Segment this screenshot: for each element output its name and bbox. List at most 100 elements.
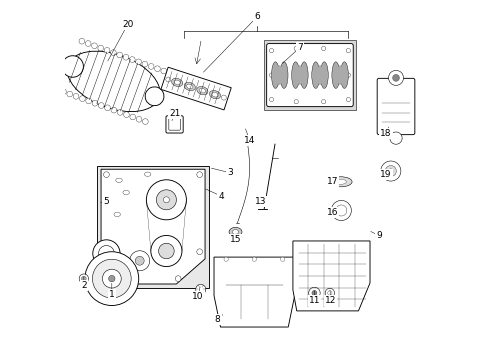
Circle shape (102, 269, 121, 288)
Circle shape (85, 98, 91, 104)
Circle shape (195, 284, 205, 294)
Circle shape (311, 291, 316, 296)
Ellipse shape (122, 190, 129, 195)
Circle shape (142, 119, 148, 125)
Circle shape (61, 89, 66, 95)
Ellipse shape (144, 172, 151, 176)
Text: 6: 6 (254, 12, 260, 21)
Text: 2: 2 (81, 281, 86, 290)
Circle shape (346, 98, 350, 102)
Ellipse shape (331, 62, 339, 89)
Text: 17: 17 (326, 177, 337, 186)
FancyBboxPatch shape (266, 44, 352, 107)
Circle shape (321, 99, 325, 104)
Circle shape (269, 98, 273, 102)
Ellipse shape (211, 93, 218, 97)
Circle shape (385, 166, 396, 176)
Circle shape (380, 161, 400, 181)
Circle shape (142, 61, 147, 67)
Circle shape (158, 243, 174, 259)
Circle shape (103, 172, 109, 177)
Ellipse shape (340, 62, 347, 89)
Circle shape (85, 252, 139, 306)
Ellipse shape (311, 62, 319, 89)
Circle shape (335, 205, 346, 216)
Ellipse shape (334, 179, 346, 184)
Circle shape (104, 48, 110, 53)
Ellipse shape (296, 65, 303, 85)
Ellipse shape (336, 65, 343, 85)
Circle shape (92, 100, 98, 106)
Text: 1: 1 (109, 290, 115, 299)
Ellipse shape (196, 86, 207, 95)
Circle shape (327, 291, 331, 295)
Circle shape (321, 46, 325, 51)
Circle shape (81, 276, 86, 281)
Text: 8: 8 (214, 315, 220, 324)
Text: 5: 5 (103, 197, 109, 206)
Text: 4: 4 (218, 192, 224, 201)
Circle shape (146, 180, 186, 220)
Text: 18: 18 (380, 129, 391, 138)
Circle shape (91, 43, 97, 49)
Circle shape (117, 52, 122, 58)
Circle shape (161, 68, 166, 74)
Circle shape (108, 275, 115, 282)
Circle shape (150, 235, 182, 266)
Ellipse shape (116, 178, 122, 183)
Polygon shape (101, 169, 204, 284)
Circle shape (280, 257, 284, 261)
Text: 20: 20 (122, 19, 133, 28)
Ellipse shape (276, 65, 283, 85)
Circle shape (269, 49, 273, 53)
Circle shape (330, 201, 351, 221)
Circle shape (73, 94, 79, 99)
Text: 15: 15 (229, 235, 241, 244)
Ellipse shape (316, 65, 323, 85)
Polygon shape (161, 67, 231, 110)
Ellipse shape (320, 62, 327, 89)
Circle shape (308, 287, 320, 299)
Circle shape (80, 96, 85, 102)
Ellipse shape (114, 212, 120, 217)
Polygon shape (214, 257, 294, 327)
FancyBboxPatch shape (376, 78, 414, 135)
Bar (97, 166, 208, 288)
Circle shape (175, 276, 181, 282)
Circle shape (154, 66, 160, 72)
Ellipse shape (291, 62, 299, 89)
Ellipse shape (174, 80, 180, 85)
Circle shape (123, 112, 129, 118)
Circle shape (135, 256, 144, 265)
Circle shape (165, 77, 170, 82)
Text: 14: 14 (244, 136, 255, 145)
Circle shape (293, 99, 298, 104)
Circle shape (392, 75, 399, 81)
Circle shape (110, 50, 116, 55)
FancyBboxPatch shape (165, 116, 183, 133)
Text: 12: 12 (324, 296, 336, 305)
Ellipse shape (171, 78, 183, 86)
Circle shape (196, 249, 202, 255)
Circle shape (325, 288, 334, 298)
Text: 13: 13 (254, 197, 266, 206)
Ellipse shape (186, 84, 193, 89)
Ellipse shape (62, 56, 83, 77)
Circle shape (79, 274, 88, 283)
Circle shape (269, 73, 273, 77)
Ellipse shape (67, 51, 160, 112)
Circle shape (135, 59, 141, 65)
Ellipse shape (199, 88, 205, 93)
Circle shape (346, 73, 350, 77)
Circle shape (221, 95, 226, 100)
Circle shape (85, 41, 91, 46)
Circle shape (224, 257, 228, 261)
Ellipse shape (228, 227, 242, 237)
Circle shape (123, 276, 129, 282)
Circle shape (98, 103, 104, 108)
Circle shape (389, 132, 401, 144)
Circle shape (136, 116, 142, 122)
Circle shape (79, 38, 84, 44)
Circle shape (129, 251, 149, 271)
Ellipse shape (328, 177, 351, 187)
